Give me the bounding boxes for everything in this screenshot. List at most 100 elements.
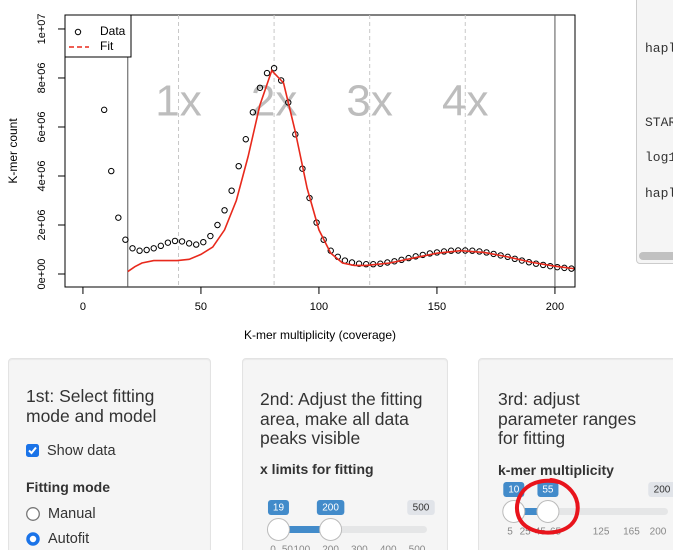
- legend-label: Fit: [100, 39, 114, 53]
- slider-to-bg: [316, 500, 345, 515]
- checkbox-box: [26, 444, 39, 457]
- legend-label: Data: [100, 24, 126, 38]
- data-point: [164, 239, 172, 246]
- code-line: log1: [645, 150, 673, 165]
- x-tick-label: 100: [310, 301, 328, 313]
- data-point: [263, 69, 271, 77]
- slider-handle[interactable]: [319, 518, 343, 541]
- data-point: [108, 167, 115, 175]
- radio-label: Manual: [48, 505, 96, 522]
- checkbox-label: Show data: [47, 442, 116, 459]
- data-point: [185, 240, 193, 247]
- legend-marker: [74, 28, 82, 36]
- ring: [26, 506, 40, 521]
- y-tick-label: 8e+06: [36, 63, 48, 94]
- slider-from: 19: [273, 503, 285, 514]
- fit-line: [127, 69, 574, 273]
- slider-tick-label: 125: [593, 527, 610, 538]
- slider-bar: [278, 526, 331, 533]
- panel-title: 2nd: Adjust the fitting area, make all d…: [260, 389, 423, 448]
- slider-tick-label: 400: [380, 545, 397, 550]
- x-tick-label: 200: [546, 301, 564, 313]
- slider-tick-label: 200: [322, 545, 339, 550]
- data-point: [214, 221, 221, 229]
- radio-button: [26, 531, 40, 546]
- slider-tick-label: 500: [409, 545, 426, 550]
- data-point: [242, 136, 249, 143]
- panel: 2nd: Adjust the fitting area, make all d…: [242, 358, 448, 550]
- data-point: [115, 214, 122, 221]
- data-point: [270, 64, 278, 72]
- check: [28, 446, 37, 455]
- x-tick-label: 0: [80, 301, 86, 313]
- data-point: [122, 236, 129, 243]
- data-point: [320, 236, 327, 243]
- slider-tick-label: 200: [650, 527, 667, 538]
- data-point: [235, 162, 242, 170]
- slider-tick-label: 5: [507, 527, 513, 538]
- data-point: [150, 245, 157, 252]
- annotation-circle: [515, 478, 580, 535]
- peak-label: 2x: [251, 77, 297, 126]
- legend-box: [64, 14, 132, 58]
- slider-tick-label: 50: [282, 545, 294, 550]
- slider-tick-label: 165: [623, 527, 640, 538]
- panel: 1st: Select fitting mode and model Show d…: [8, 358, 211, 550]
- slider-label: x limits for fitting: [260, 460, 374, 477]
- radio[interactable]: Manual: [26, 501, 193, 526]
- scrollbar[interactable]: [636, 251, 673, 261]
- code-line: STAR: [645, 115, 673, 130]
- peak-label: 4x: [442, 77, 488, 126]
- slider-max: 200: [654, 485, 671, 496]
- ring: [26, 531, 40, 546]
- peak-label: 3x: [346, 77, 392, 126]
- y-tick-label: 6e+06: [36, 112, 48, 143]
- data-point: [228, 187, 235, 194]
- data-point: [129, 245, 136, 252]
- data-point: [143, 246, 150, 254]
- y-tick-label: 1e+07: [36, 14, 48, 45]
- data-point: [100, 106, 108, 114]
- y-axis-label: K-mer count: [6, 118, 20, 184]
- data-point: [157, 242, 165, 250]
- code-line: hapl: [645, 41, 673, 56]
- slider-from: 10: [508, 485, 520, 496]
- y-tick-label: 4e+06: [36, 161, 48, 192]
- data-point: [200, 238, 207, 246]
- chart: K-mer multiplicity (coverage) K-mer coun…: [6, 14, 576, 342]
- panel-title: 3rd: adjust parameter ranges for fitting: [498, 389, 637, 448]
- slider-tick-label: 0: [270, 545, 276, 550]
- panel-title: 1st: Select fitting mode and model: [26, 386, 157, 426]
- x-tick-label: 150: [428, 301, 446, 313]
- y-tick-label: 2e+06: [36, 210, 48, 241]
- data-point: [136, 247, 143, 254]
- x-tick-label: 50: [195, 301, 207, 313]
- checkbox[interactable]: Show data: [26, 438, 193, 463]
- radio[interactable]: Autofit: [26, 526, 193, 550]
- peak-label: 1x: [155, 77, 201, 126]
- data-point: [277, 77, 285, 84]
- slider-handle[interactable]: [266, 518, 290, 541]
- slider-to-bg: [537, 482, 559, 497]
- code-output: hapl STAR log1 hapl: [636, 0, 673, 264]
- slider-tick-label: 100: [293, 545, 310, 550]
- slider-from-bg: [267, 500, 289, 515]
- data-point: [171, 237, 179, 245]
- slider-tick-label: 300: [351, 545, 368, 550]
- slider-to: 200: [322, 503, 339, 514]
- y-tick-label: 0e+00: [36, 259, 48, 290]
- slider-handle[interactable]: [536, 500, 560, 523]
- data-point: [362, 261, 370, 268]
- data-point: [355, 260, 363, 267]
- slider-max-bg: [407, 500, 435, 515]
- radio-label: Autofit: [48, 530, 90, 547]
- data-point: [249, 109, 257, 116]
- data-point: [221, 207, 228, 214]
- slider-label: k-mer multiplicity: [498, 461, 614, 478]
- slider-from-bg: [503, 482, 525, 497]
- radio-group-label: Fitting mode: [26, 479, 110, 495]
- data-point: [207, 232, 214, 240]
